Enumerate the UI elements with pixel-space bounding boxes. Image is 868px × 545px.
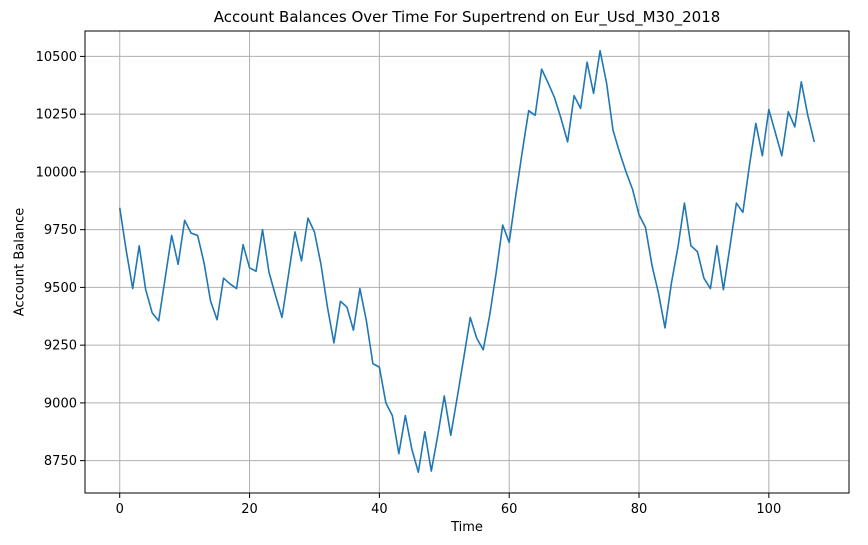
y-tick-label: 9750	[44, 223, 77, 238]
y-tick-label: 10000	[36, 165, 77, 180]
y-axis-label: Account Balance	[13, 208, 28, 316]
chart-title: Account Balances Over Time For Supertren…	[214, 8, 721, 27]
y-tick-label: 10500	[36, 50, 77, 65]
x-tick-label: 20	[241, 502, 258, 517]
y-tick-label: 9000	[44, 396, 77, 411]
y-tick-label: 8750	[44, 454, 77, 469]
y-tick-label: 10250	[36, 108, 77, 123]
series-layer	[118, 49, 816, 474]
y-tick-label: 9500	[44, 281, 77, 296]
x-tick-label: 100	[756, 502, 781, 517]
x-gridlines	[119, 31, 770, 493]
x-tick-label: 40	[371, 502, 388, 517]
series-line	[118, 49, 816, 474]
x-axis-ticks: 0 20 40 60 80 100	[116, 493, 781, 517]
x-tick-label: 60	[501, 502, 518, 517]
y-gridlines	[85, 55, 849, 462]
plot-frame	[84, 30, 850, 494]
x-tick-label: 80	[631, 502, 648, 517]
y-tick-label: 9250	[44, 339, 77, 354]
x-axis-label: Time	[450, 520, 483, 535]
y-axis-ticks: 8750 9000 9250 9500 9750 10000 10250 10500	[36, 50, 85, 469]
x-tick-label: 0	[116, 502, 124, 517]
